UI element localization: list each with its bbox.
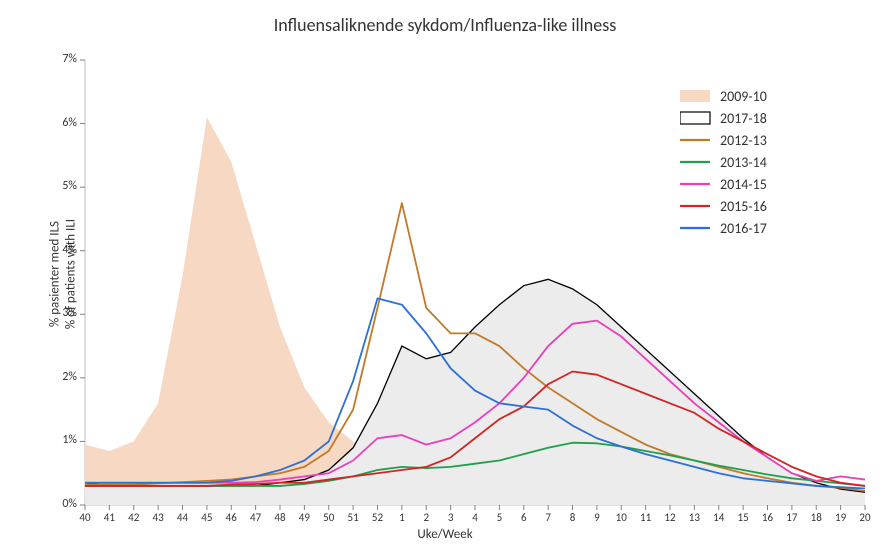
x-tick-label: 46 [219,511,243,524]
legend-item: 2017-18 [680,107,767,129]
x-tick-label: 9 [585,511,609,524]
x-tick-label: 19 [829,511,853,524]
chart-svg [0,0,890,548]
legend-swatch [680,177,714,191]
x-tick-label: 6 [512,511,536,524]
x-tick-label: 50 [317,511,341,524]
y-tick-label: 6% [45,116,77,130]
legend-item: 2014-15 [680,173,767,195]
x-tick-label: 16 [756,511,780,524]
legend-swatch [680,155,714,169]
x-tick-label: 40 [73,511,97,524]
legend-swatch [680,133,714,147]
legend-item: 2012-13 [680,129,767,151]
x-tick-label: 3 [439,511,463,524]
legend-label: 2016-17 [720,220,767,237]
legend-swatch [680,89,714,103]
legend-label: 2012-13 [720,132,767,149]
legend-label: 2014-15 [720,176,767,193]
y-tick-label: 2% [45,370,77,384]
x-tick-label: 20 [853,511,877,524]
x-tick-label: 13 [682,511,706,524]
x-tick-label: 44 [171,511,195,524]
x-tick-label: 11 [634,511,658,524]
legend-label: 2009-10 [720,88,767,105]
legend-item: 2015-16 [680,195,767,217]
chart-container: Influensaliknende sykdom/Influenza-like … [0,0,890,548]
y-tick-label: 7% [45,52,77,66]
y-tick-label: 3% [45,306,77,320]
x-tick-label: 47 [244,511,268,524]
x-tick-label: 17 [780,511,804,524]
x-tick-label: 15 [731,511,755,524]
legend-label: 2013-14 [720,154,767,171]
x-tick-label: 5 [487,511,511,524]
legend-label: 2015-16 [720,198,767,215]
legend-swatch [680,111,714,125]
x-tick-label: 7 [536,511,560,524]
x-tick-label: 14 [707,511,731,524]
x-tick-label: 51 [341,511,365,524]
legend-item: 2009-10 [680,85,767,107]
legend-swatch [680,199,714,213]
y-tick-label: 5% [45,179,77,193]
y-tick-label: 1% [45,433,77,447]
legend: 2009-10 2017-18 2012-13 2013-14 2014-15 2015-… [680,85,767,239]
legend-swatch [680,221,714,235]
x-tick-label: 1 [390,511,414,524]
legend-label: 2017-18 [720,110,767,127]
legend-item: 2013-14 [680,151,767,173]
x-tick-label: 41 [97,511,121,524]
x-tick-label: 10 [609,511,633,524]
y-tick-label: 4% [45,243,77,257]
x-tick-label: 2 [414,511,438,524]
x-tick-label: 49 [292,511,316,524]
x-tick-label: 48 [268,511,292,524]
legend-item: 2016-17 [680,217,767,239]
x-tick-label: 18 [804,511,828,524]
x-tick-label: 45 [195,511,219,524]
x-tick-label: 43 [146,511,170,524]
x-tick-label: 12 [658,511,682,524]
y-tick-label: 0% [45,497,77,511]
x-tick-label: 4 [463,511,487,524]
x-tick-label: 8 [561,511,585,524]
x-tick-label: 52 [366,511,390,524]
x-tick-label: 42 [122,511,146,524]
